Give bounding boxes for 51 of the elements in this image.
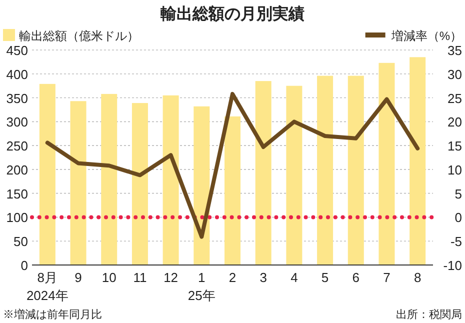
x-tick-label: 8 [414, 270, 422, 285]
y-tick-label: 50 [14, 234, 28, 250]
bar [194, 106, 210, 265]
bar [286, 86, 302, 265]
y2-tick-label: 25 [448, 90, 462, 106]
bar [39, 84, 56, 265]
y-tick-label: 100 [6, 210, 28, 226]
y-tick-label: 350 [6, 90, 28, 106]
y-tick-label: 150 [6, 186, 28, 202]
y-tick-label: 0 [20, 258, 28, 273]
y-tick-label: 200 [6, 162, 28, 178]
x-tick-label: 8月 2024年 [26, 270, 68, 303]
bar [317, 76, 334, 265]
text: 出所：税関局 [396, 308, 462, 321]
x-tick-label: 2 [228, 270, 236, 285]
y2-tick-label: 0 [454, 210, 462, 226]
x-tick-label: 12 [164, 270, 178, 285]
x-tick-label: 7 [383, 270, 390, 285]
bar [224, 116, 240, 265]
line-series [45, 92, 420, 239]
y-tick-label: 250 [6, 138, 28, 154]
x-tick-label: 11 [133, 270, 147, 285]
x-tick-label: 1 25年 [188, 270, 216, 303]
y2-tick-label: 20 [448, 114, 462, 130]
bar [132, 103, 148, 265]
y2-tick-label: -10 [443, 258, 462, 273]
bar [348, 76, 364, 265]
x-tick-label: 6 [352, 270, 360, 285]
y2-tick-label: -5 [450, 234, 462, 250]
text: ※増減は前年同月比 [3, 308, 102, 321]
x-tick-label: 4 [290, 270, 298, 285]
bar [101, 94, 118, 265]
y2-tick-label: 5 [454, 186, 462, 202]
legend-label: 増減率（%） [390, 29, 462, 43]
bar [378, 62, 395, 265]
x-tick-label: 5 [321, 270, 329, 285]
y2-tick-label: 15 [448, 138, 462, 154]
x-tick-label: 9 [74, 270, 82, 285]
x-tick-label: 3 [260, 270, 267, 285]
y-tick-label: 400 [6, 66, 28, 82]
x-tick-label: 10 [102, 270, 116, 285]
bar [70, 101, 86, 265]
bar [255, 81, 272, 265]
bar [410, 57, 426, 265]
y2-tick-label: 10 [448, 162, 462, 178]
y2-tick-label: 35 [448, 43, 462, 58]
y2-tick-label: 30 [448, 66, 462, 82]
y-tick-label: 450 [6, 43, 28, 58]
bar [162, 95, 179, 265]
chart-title: 輸出総額の月別実績 [160, 4, 304, 23]
y-tick-label: 300 [6, 114, 28, 130]
